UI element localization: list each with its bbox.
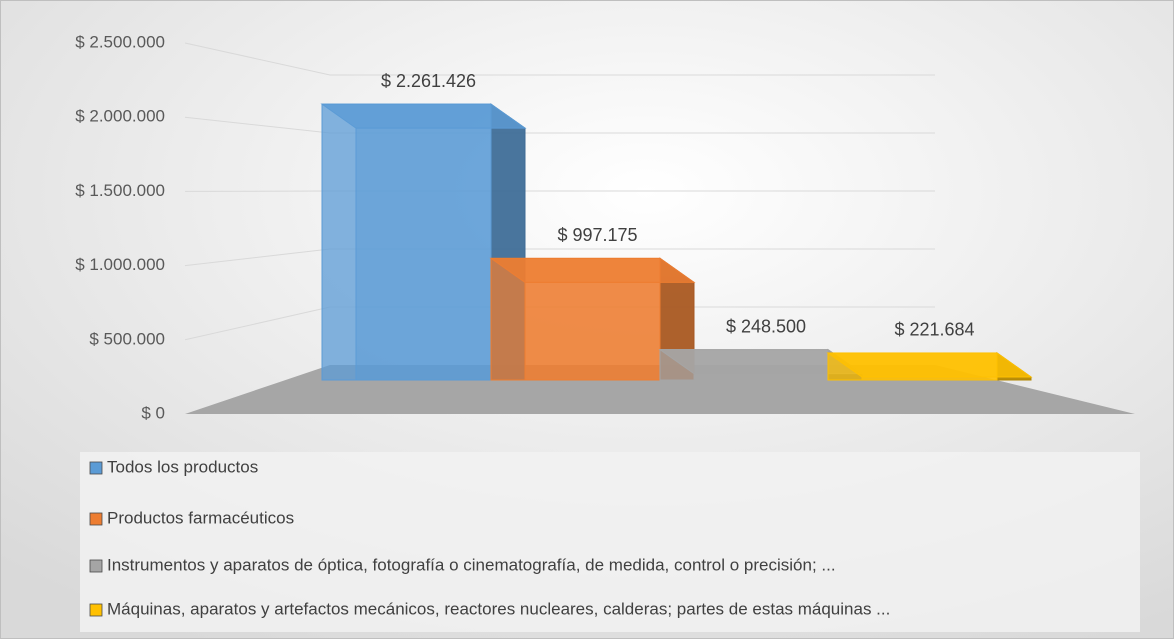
bar-front bbox=[827, 352, 998, 381]
y-tick-label: $ 1.000.000 bbox=[75, 255, 165, 274]
grid-line bbox=[184, 42, 935, 76]
y-tick-label: $ 2.000.000 bbox=[75, 107, 165, 126]
bar bbox=[826, 351, 1033, 381]
value-label: $ 248.500 bbox=[726, 316, 806, 336]
value-label: $ 2.261.426 bbox=[381, 71, 476, 91]
legend-swatch bbox=[89, 603, 103, 617]
legend-label: Instrumentos y aparatos de óptica, fotog… bbox=[107, 555, 836, 574]
y-tick-label: $ 2.500.000 bbox=[75, 32, 165, 51]
value-label: $ 997.175 bbox=[557, 225, 637, 245]
legend-swatch bbox=[89, 461, 103, 475]
value-label: $ 221.684 bbox=[894, 320, 974, 340]
legend-label: Todos los productos bbox=[107, 457, 258, 476]
legend-label: Máquinas, aparatos y artefactos mecánico… bbox=[107, 599, 890, 618]
y-tick-label: $ 500.000 bbox=[89, 329, 165, 348]
legend-swatch bbox=[89, 559, 103, 573]
bar-front bbox=[490, 257, 661, 381]
y-tick-label: $ 1.500.000 bbox=[75, 181, 165, 200]
bar bbox=[320, 103, 527, 381]
bar-front bbox=[659, 349, 829, 381]
legend-box bbox=[80, 452, 1140, 632]
legend-swatch bbox=[89, 512, 103, 526]
legend-label: Productos farmacéuticos bbox=[107, 508, 294, 527]
bar-front bbox=[321, 103, 492, 381]
y-tick-label: $ 0 bbox=[141, 403, 165, 422]
